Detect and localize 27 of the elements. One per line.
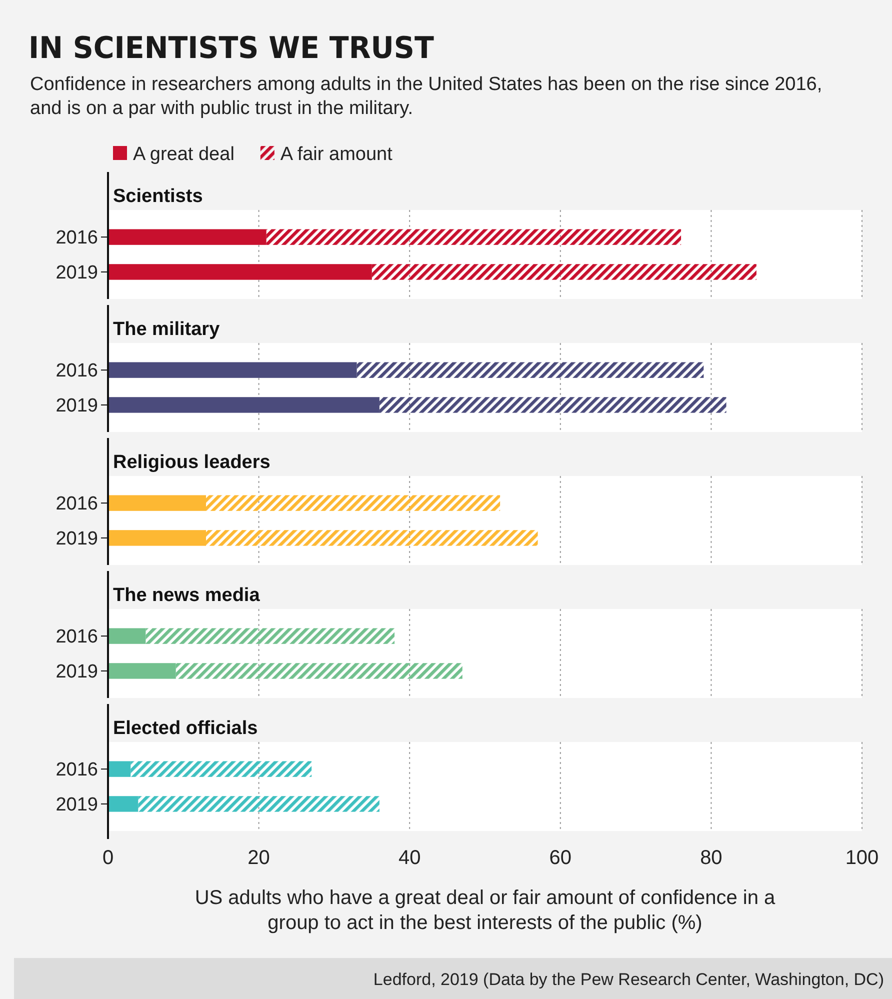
- y-tick-label: 2019: [56, 794, 98, 816]
- legend-label: A great deal: [133, 144, 234, 165]
- y-tick-label: 2016: [56, 494, 98, 515]
- legend-label: A fair amount: [280, 144, 394, 165]
- chart-subtitle: Confidence in researchers among adults in the United States has been on the rise since 2016, and is on a par with public trust in the military.: [30, 74, 822, 119]
- x-tick-label: 60: [549, 847, 572, 869]
- y-tick-label: 2016: [56, 228, 98, 249]
- x-tick-label: 40: [398, 847, 421, 869]
- x-tick-label: 100: [845, 847, 879, 869]
- y-tick-label: 2019: [56, 662, 98, 683]
- text: Scientists: [113, 186, 203, 207]
- y-tick-label: 2016: [56, 360, 98, 382]
- text: Elected officials: [113, 718, 258, 739]
- text: Religious leaders: [113, 452, 270, 473]
- text: The news media: [113, 585, 260, 606]
- text: The military: [113, 319, 220, 340]
- y-tick-label: 2016: [56, 626, 98, 648]
- y-tick-label: 2019: [56, 262, 98, 284]
- x-tick-label: 0: [102, 847, 114, 869]
- y-tick-label: 2016: [56, 760, 98, 781]
- x-tick-label: 80: [700, 847, 722, 869]
- x-axis-title: US adults who have a great deal or fair amount of confidence in a group to act in the best interests of the public (%): [194, 887, 776, 934]
- text: Ledford, 2019 (Data by the Pew Research Center, Washington, DC): [373, 970, 884, 989]
- x-tick-label: 20: [248, 847, 270, 869]
- chart-title: IN SCIENTISTS WE TRUST: [28, 30, 434, 66]
- y-tick-label: 2019: [56, 528, 98, 550]
- y-tick-label: 2019: [56, 396, 98, 417]
